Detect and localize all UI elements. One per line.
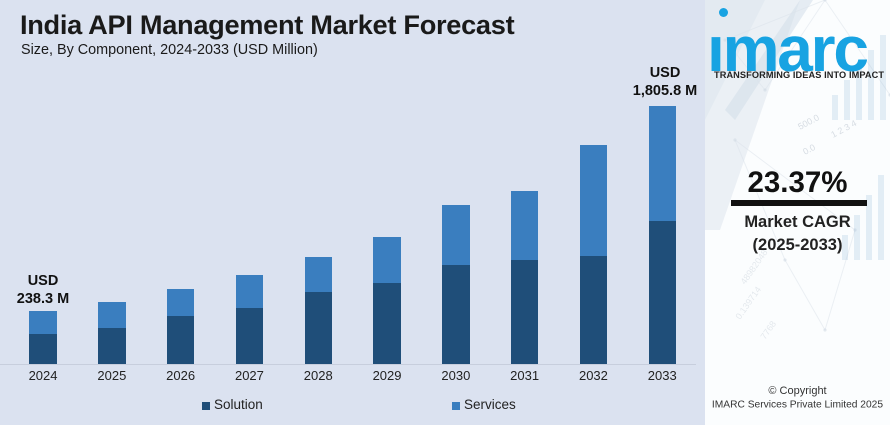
svg-text:0.139714: 0.139714 [733, 285, 763, 321]
svg-text:7768: 7768 [758, 319, 778, 341]
svg-text:500.0: 500.0 [796, 112, 821, 131]
svg-text:1 2 3 4: 1 2 3 4 [829, 118, 858, 140]
svg-text:0.0: 0.0 [801, 142, 817, 157]
